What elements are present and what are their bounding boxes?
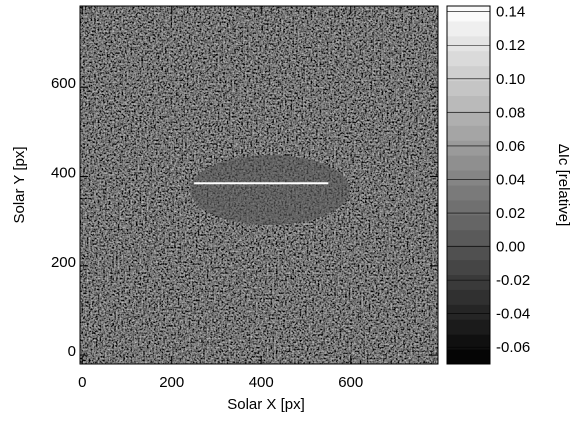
x-tick-label: 200 — [159, 374, 184, 391]
colorbar-step — [447, 319, 490, 335]
colorbar-step — [447, 155, 490, 171]
colorbar-step — [447, 80, 490, 96]
colorbar-step — [447, 50, 490, 67]
colorbar-step — [447, 6, 490, 22]
colorbar-step — [447, 274, 490, 290]
x-tick-label: 400 — [249, 374, 274, 391]
y-tick-label: 600 — [51, 75, 76, 92]
y-tick-label: 400 — [51, 164, 76, 181]
colorbar-step — [447, 199, 490, 216]
image-feature — [190, 155, 350, 225]
x-axis-label: Solar X [px] — [227, 396, 305, 413]
colorbar-step — [447, 140, 490, 156]
y-tick-label: 0 — [68, 343, 76, 360]
plot-frame — [79, 5, 439, 365]
colorbar-tick-label: -0.04 — [496, 306, 530, 323]
colorbar-step — [447, 95, 490, 111]
colorbar-step — [447, 334, 490, 350]
colorbar-tick-label: 0.14 — [496, 4, 525, 21]
colorbar-step — [447, 170, 490, 186]
colorbar-step — [447, 244, 490, 261]
colorbar-tick-label: 0.02 — [496, 205, 525, 222]
colorbar-step — [447, 20, 490, 37]
colorbar-tick-label: 0.00 — [496, 239, 525, 256]
colorbar-step — [447, 185, 490, 201]
x-tick-label: 600 — [338, 374, 363, 391]
colorbar-step — [447, 65, 490, 82]
colorbar-step — [447, 214, 490, 231]
colorbar-step — [447, 125, 490, 141]
colorbar-tick-label: 0.08 — [496, 104, 525, 121]
colorbar-step — [447, 229, 490, 246]
colorbar-tick-label: 0.06 — [496, 138, 525, 155]
colorbar-tick-label: -0.06 — [496, 339, 530, 356]
colorbar — [447, 6, 490, 365]
colorbar-tick-label: 0.04 — [496, 171, 525, 188]
y-tick-label: 200 — [51, 254, 76, 271]
x-tick-label: 0 — [78, 374, 86, 391]
y-axis-label: Solar Y [px] — [11, 147, 28, 224]
colorbar-frame — [446, 5, 491, 365]
colorbar-tick-label: 0.12 — [496, 37, 525, 54]
colorbar-step — [447, 259, 490, 275]
colorbar-tick-label: 0.10 — [496, 71, 525, 88]
colorbar-step — [447, 289, 490, 305]
colorbar-tick-label: -0.02 — [496, 272, 530, 289]
colorbar-step — [447, 349, 490, 365]
colorbar-step — [447, 110, 490, 126]
colorbar-label: ΔIc [relative] — [555, 144, 572, 227]
colorbar-step — [447, 35, 490, 52]
colorbar-step — [447, 304, 490, 320]
